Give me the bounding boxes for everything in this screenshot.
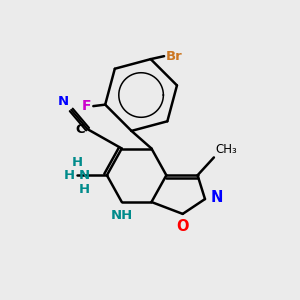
Text: CH₃: CH₃ bbox=[215, 143, 237, 156]
Text: NH: NH bbox=[111, 208, 133, 222]
Text: F: F bbox=[81, 99, 91, 113]
Text: H: H bbox=[64, 169, 75, 182]
Text: N: N bbox=[58, 95, 69, 108]
Text: C: C bbox=[75, 123, 85, 136]
Text: H: H bbox=[79, 183, 90, 196]
Text: O: O bbox=[176, 219, 189, 234]
Text: N: N bbox=[79, 169, 90, 182]
Text: Br: Br bbox=[166, 50, 182, 63]
Text: N: N bbox=[210, 190, 223, 205]
Text: H: H bbox=[72, 156, 83, 169]
